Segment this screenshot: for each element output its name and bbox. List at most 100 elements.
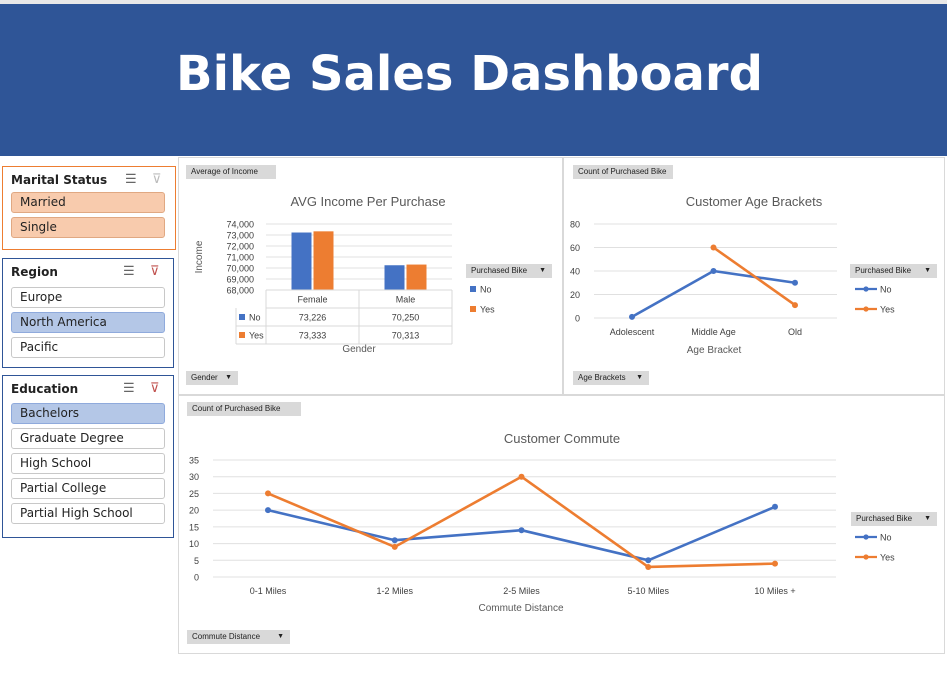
title-banner <box>0 4 947 156</box>
x-tick-label: Female <box>297 295 327 305</box>
slicer-item-married[interactable]: Married <box>11 192 165 213</box>
bar <box>291 232 312 290</box>
x-tick-label: 5-10 Miles <box>627 586 669 596</box>
legend-label: No <box>880 285 892 295</box>
bar <box>384 265 405 290</box>
legend-label: No <box>480 285 492 295</box>
y-tick-label: 5 <box>194 556 199 566</box>
data-point <box>265 507 271 514</box>
legend-field-button[interactable]: Purchased Bike ▼ <box>850 264 937 278</box>
series-line <box>712 246 796 307</box>
legend-label: No <box>880 533 892 543</box>
clear-filter-icon[interactable]: ⊽ <box>152 171 162 186</box>
axis-field-label: Gender <box>191 373 218 382</box>
slicer-region-title: Region <box>11 265 58 279</box>
multi-select-icon[interactable]: ☰ <box>123 263 135 278</box>
value-field-label: Count of Purchased Bike <box>192 404 281 413</box>
y-tick-label: 68,000 <box>226 286 254 296</box>
dropdown-arrow-icon: ▼ <box>924 515 931 522</box>
slicer-marital-status: Marital Status ☰ ⊽ Married Single <box>2 166 176 250</box>
slicer-item-bachelors[interactable]: Bachelors <box>11 403 165 424</box>
chart-title: Customer Age Brackets <box>686 194 823 209</box>
legend-swatch <box>470 306 476 312</box>
data-point <box>391 537 398 544</box>
legend-marker <box>863 534 869 540</box>
slicer-marital-status-title: Marital Status <box>11 173 108 187</box>
data-point <box>645 563 652 570</box>
y-tick-label: 30 <box>189 472 199 482</box>
series-line <box>267 475 776 569</box>
y-tick-label: 71,000 <box>226 253 254 263</box>
value-field-button[interactable]: Count of Purchased Bike <box>187 402 301 416</box>
legend-field-label: Purchased Bike <box>856 514 913 523</box>
slicer-item-single[interactable]: Single <box>11 217 165 238</box>
legend-label: Yes <box>880 305 895 315</box>
axis-field-button[interactable]: Gender ▼ <box>186 371 238 385</box>
chart-title: AVG Income Per Purchase <box>290 194 445 209</box>
x-tick-label: Old <box>788 327 802 337</box>
multi-select-icon[interactable]: ☰ <box>123 380 135 395</box>
x-tick-label: Adolescent <box>610 327 655 337</box>
dashboard-title: Bike Sales Dashboard <box>176 46 763 102</box>
table-legend-key <box>239 314 245 320</box>
axis-field-label: Age Brackets <box>578 373 626 382</box>
chart-title: Customer Commute <box>504 431 620 446</box>
slicer-item-north-america[interactable]: North America <box>11 312 165 333</box>
value-field-button[interactable]: Average of Income <box>186 165 276 179</box>
data-point <box>645 557 652 564</box>
legend-marker <box>863 286 869 292</box>
legend-label: Yes <box>480 305 495 315</box>
value-field-label: Average of Income <box>191 167 259 176</box>
data-point <box>629 313 635 320</box>
data-point <box>772 560 778 567</box>
legend-field-button[interactable]: Purchased Bike ▼ <box>466 264 552 278</box>
table-series-label: Yes <box>249 331 264 341</box>
y-tick-label: 20 <box>570 290 580 300</box>
y-tick-label: 10 <box>189 539 199 549</box>
slicer-item-high-school[interactable]: High School <box>11 453 165 474</box>
y-tick-label: 60 <box>570 243 580 253</box>
data-point <box>518 473 525 480</box>
clear-filter-icon[interactable]: ⊽ <box>150 263 160 278</box>
table-legend-key <box>239 332 245 338</box>
data-label: 70,313 <box>392 331 420 341</box>
slicer-item-partial-college[interactable]: Partial College <box>11 478 165 499</box>
multi-select-icon[interactable]: ☰ <box>125 171 137 186</box>
commute-chart-panel <box>178 395 945 654</box>
legend-field-label: Purchased Bike <box>471 266 528 275</box>
value-field-label: Count of Purchased Bike <box>578 167 667 176</box>
x-tick-label: Middle Age <box>691 327 736 337</box>
clear-filter-icon[interactable]: ⊽ <box>150 380 160 395</box>
series-line <box>631 269 796 318</box>
axis-field-button[interactable]: Age Brackets ▼ <box>573 371 649 385</box>
y-tick-label: 20 <box>189 506 199 516</box>
y-tick-label: 25 <box>189 489 199 499</box>
dropdown-arrow-icon: ▼ <box>924 267 931 274</box>
slicer-item-graduate-degree[interactable]: Graduate Degree <box>11 428 165 449</box>
legend-swatch <box>470 286 476 292</box>
data-point <box>265 490 271 497</box>
y-tick-label: 70,000 <box>226 264 254 274</box>
series-line <box>267 505 776 562</box>
y-tick-label: 69,000 <box>226 275 254 285</box>
dropdown-arrow-icon: ▼ <box>225 374 232 381</box>
axis-field-button[interactable]: Commute Distance ▼ <box>187 630 290 644</box>
x-axis-label: Age Bracket <box>687 345 742 356</box>
bar <box>406 264 427 290</box>
slicer-education: Education ☰ ⊽ Bachelors Graduate Degree … <box>2 375 174 538</box>
bar <box>313 231 334 290</box>
slicer-item-pacific[interactable]: Pacific <box>11 337 165 358</box>
legend-marker <box>863 554 869 560</box>
axis-field-label: Commute Distance <box>192 632 261 641</box>
slicer-item-partial-high-school[interactable]: Partial High School <box>11 503 165 524</box>
data-point <box>792 302 798 309</box>
data-point <box>391 543 398 550</box>
value-field-button[interactable]: Count of Purchased Bike <box>573 165 673 179</box>
data-point <box>792 279 798 286</box>
legend-field-button[interactable]: Purchased Bike ▼ <box>851 512 937 526</box>
data-point <box>710 268 717 274</box>
y-tick-label: 73,000 <box>226 231 254 241</box>
data-point <box>772 503 778 510</box>
slicer-item-europe[interactable]: Europe <box>11 287 165 308</box>
